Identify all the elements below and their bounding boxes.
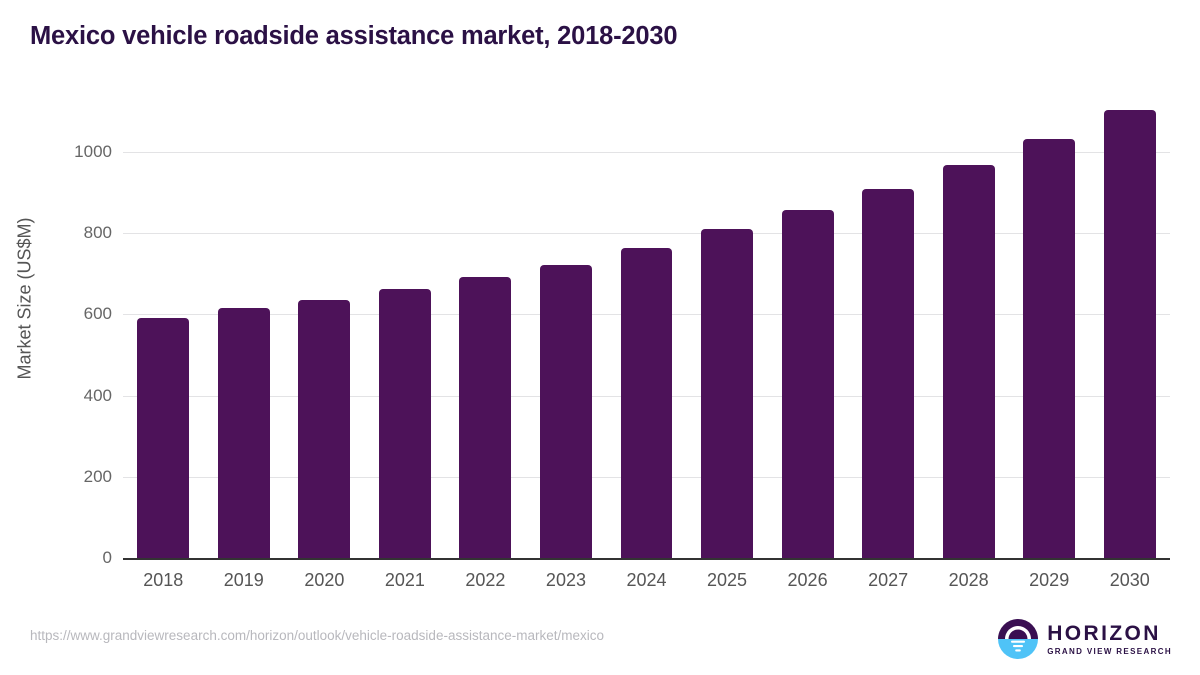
bar-2026[interactable] bbox=[781, 210, 834, 558]
bar-2019[interactable] bbox=[217, 307, 270, 558]
x-tick-label: 2025 bbox=[707, 570, 748, 590]
bar-2023[interactable] bbox=[539, 264, 592, 558]
y-tick-label: 800 bbox=[83, 223, 112, 243]
bar-2018[interactable] bbox=[137, 318, 190, 558]
x-tick-label: 2018 bbox=[143, 570, 184, 590]
x-tick-label: 2028 bbox=[948, 570, 989, 590]
gridline bbox=[123, 152, 1170, 153]
x-tick-label: 2021 bbox=[384, 570, 425, 590]
horizon-logo[interactable]: HORIZON GRAND VIEW RESEARCH bbox=[998, 617, 1172, 661]
y-tick-label: 400 bbox=[83, 385, 112, 405]
bar-2021[interactable] bbox=[378, 289, 431, 558]
bar-2030[interactable] bbox=[1103, 110, 1156, 558]
x-tick-label: 2024 bbox=[626, 570, 667, 590]
horizon-sun-circle-icon bbox=[998, 619, 1039, 659]
bar-2027[interactable] bbox=[862, 189, 915, 558]
bar-2022[interactable] bbox=[459, 277, 512, 558]
x-tick-label: 2019 bbox=[223, 570, 264, 590]
y-tick-label: 600 bbox=[83, 304, 112, 324]
x-tick-label: 2029 bbox=[1029, 570, 1070, 590]
y-tick-label: 0 bbox=[102, 548, 112, 567]
plot-area bbox=[123, 110, 1170, 558]
logo-wordmark: HORIZON bbox=[1047, 621, 1161, 645]
y-tick-label: 200 bbox=[83, 466, 112, 486]
bar-2025[interactable] bbox=[701, 229, 753, 558]
x-tick-label: 2027 bbox=[868, 570, 909, 590]
logo-tagline: GRAND VIEW RESEARCH bbox=[1047, 646, 1172, 656]
x-tick-label: 2023 bbox=[545, 570, 586, 590]
page-title: Mexico vehicle roadside assistance marke… bbox=[30, 22, 678, 50]
x-tick-label: 2026 bbox=[787, 570, 828, 590]
logo-text: HORIZON GRAND VIEW RESEARCH bbox=[1047, 623, 1172, 656]
y-tick-label: 1000 bbox=[74, 142, 112, 161]
bar-2028[interactable] bbox=[942, 165, 995, 558]
x-tick-label: 2020 bbox=[304, 570, 345, 590]
x-tick-label: 2030 bbox=[1109, 570, 1150, 590]
bar-2020[interactable] bbox=[298, 299, 351, 558]
bar-2029[interactable] bbox=[1023, 139, 1076, 558]
y-axis-title: Market Size (US$M) bbox=[14, 217, 35, 380]
gridline bbox=[123, 233, 1170, 235]
bar-2024[interactable] bbox=[620, 248, 673, 558]
x-axis-line bbox=[123, 558, 1170, 560]
x-tick-label: 2022 bbox=[465, 570, 506, 590]
source-url-text[interactable]: https://www.grandviewresearch.com/horizo… bbox=[30, 628, 604, 643]
